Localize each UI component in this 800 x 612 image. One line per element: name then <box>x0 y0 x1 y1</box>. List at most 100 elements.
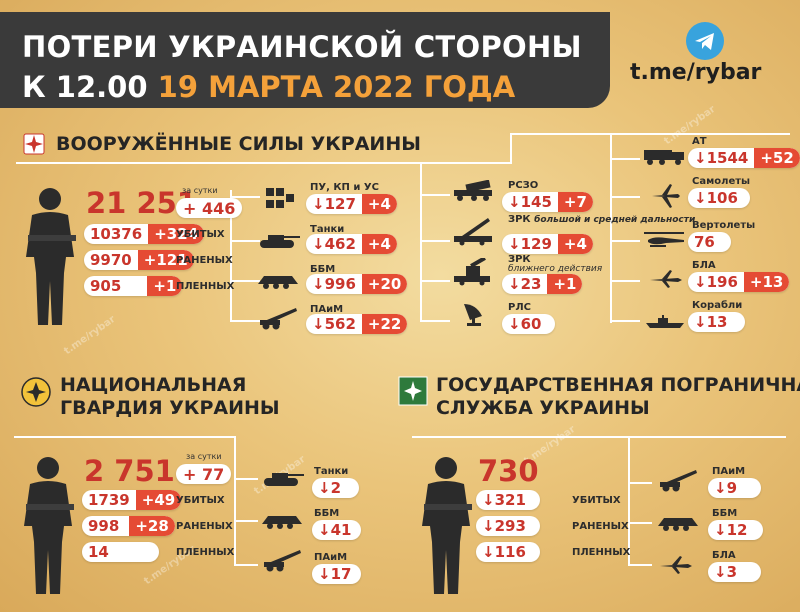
col2-label: ЗРК большой и средней дальности <box>508 214 696 225</box>
header-title: ПОТЕРИ УКРАИНСКОЙ СТОРОНЫ <box>22 30 582 64</box>
brand-link[interactable]: t.me/rybar <box>630 60 762 85</box>
gpsu-equip-pill: ↓3 <box>708 562 762 582</box>
col1-label: ПАиМ <box>310 304 344 315</box>
divider-line <box>234 564 258 566</box>
vsu-col3-pill: ↓196 +13 <box>688 272 790 292</box>
col1-label: ПУ, КП и УС <box>310 182 379 193</box>
col3-label: БЛА <box>692 260 716 271</box>
divider-line <box>412 436 786 438</box>
gpsu-equip-label: ПАиМ <box>712 466 746 477</box>
vsu-title: ВООРУЖЁННЫЕ СИЛЫ УКРАИНЫ <box>56 133 421 155</box>
divider-line <box>610 240 640 242</box>
ngu-equip-label: ББМ <box>314 508 340 519</box>
soldier-silhouette <box>414 454 476 594</box>
divider-line <box>510 133 512 164</box>
telegram-icon <box>686 22 724 60</box>
apc-icon <box>260 512 304 534</box>
vsu-emblem-icon <box>22 132 46 156</box>
vsu-col1-pill: ↓127 +4 <box>306 194 397 214</box>
gpsu-equip-pill: ↓12 <box>708 520 764 540</box>
divider-line <box>628 482 652 484</box>
col2-label: ЗРК <box>508 254 531 265</box>
captured-label: ПЛЕННЫХ <box>176 281 235 292</box>
divider-line <box>628 436 630 566</box>
divider-line <box>420 240 450 242</box>
ngu-equip-pill: ↓17 <box>312 564 362 584</box>
vsu-per-day: + 446 <box>176 198 243 218</box>
ngu-wounded-pill: 998 +28 <box>82 516 175 536</box>
wounded-label: РАНЕНЫХ <box>176 255 233 266</box>
ngu-equip-pill: ↓2 <box>312 478 360 498</box>
wounded-label: РАНЕНЫХ <box>176 521 233 532</box>
per-day-label: за сутки <box>186 452 222 461</box>
col2-label: РЛС <box>508 302 531 313</box>
divider-line <box>628 564 652 566</box>
vsu-wounded-pill: 9970 +121 <box>84 250 194 270</box>
divider-line <box>230 190 232 320</box>
vsu-col1-pill: ↓462 +4 <box>306 234 397 254</box>
col3-label: Вертолеты <box>692 220 756 231</box>
col3-label: Корабли <box>692 300 743 311</box>
vsu-col1-pill: ↓562 +22 <box>306 314 408 334</box>
tank-icon <box>256 232 300 254</box>
helicopter-icon <box>642 230 686 254</box>
soldier-silhouette <box>18 185 80 325</box>
captured-label: ПЛЕННЫХ <box>572 547 631 558</box>
vsu-col3-pill: ↓1544 +52 <box>688 148 800 168</box>
sam-short-icon <box>452 256 496 290</box>
artillery-icon <box>256 306 300 334</box>
tank-icon <box>260 470 304 492</box>
ngu-emblem-icon <box>20 376 52 408</box>
command-post-icon <box>262 186 296 214</box>
vsu-col3-pill: ↓13 <box>688 312 746 332</box>
ngu-per-day: + 77 <box>176 464 232 484</box>
divider-line <box>230 320 260 322</box>
divider-line <box>610 280 640 282</box>
gpsu-title: ГОСУДАРСТВЕННАЯ ПОГРАНИЧНАЯ СЛУЖБА УКРАИН… <box>436 374 800 419</box>
ngu-captured-pill: 14 <box>82 542 159 562</box>
gpsu-wounded-pill: ↓293 <box>476 516 540 536</box>
ngu-title: НАЦИОНАЛЬНАЯ ГВАРДИЯ УКРАИНЫ <box>60 374 280 419</box>
captured-label: ПЛЕННЫХ <box>176 547 235 558</box>
divider-line <box>420 162 422 322</box>
apc-icon <box>256 272 300 294</box>
divider-line <box>234 436 236 566</box>
gpsu-captured-pill: ↓116 <box>476 542 540 562</box>
divider-line <box>234 520 258 522</box>
watermark: t.me/rybar <box>662 103 718 148</box>
apc-icon <box>656 514 700 536</box>
header-banner: ПОТЕРИ УКРАИНСКОЙ СТОРОНЫ К 12.00 19 МАР… <box>0 12 610 108</box>
gpsu-killed-pill: ↓321 <box>476 490 540 510</box>
ngu-equip-pill: ↓41 <box>312 520 362 540</box>
ngu-equip-label: Танки <box>314 466 349 477</box>
vsu-col2-pill: ↓129 +4 <box>502 234 593 254</box>
col1-label: Танки <box>310 224 345 235</box>
col2-sublabel: ближнего действия <box>508 264 603 274</box>
radar-icon <box>460 298 488 330</box>
col1-label: ББМ <box>310 264 336 275</box>
gpsu-equip-pill: ↓9 <box>708 478 762 498</box>
divider-line <box>230 240 260 242</box>
divider-line <box>230 280 260 282</box>
divider-line <box>420 320 450 322</box>
soldier-silhouette <box>16 454 78 594</box>
jet-icon <box>650 182 682 214</box>
divider-line <box>420 194 450 196</box>
divider-line <box>14 436 234 438</box>
sam-long-icon <box>452 216 496 250</box>
gpsu-equip-label: ББМ <box>712 508 738 519</box>
vsu-captured-pill: 905 +1 <box>84 276 183 296</box>
ngu-total: 2 751 <box>84 454 175 488</box>
drone-icon <box>648 268 684 294</box>
divider-line <box>230 196 260 198</box>
vsu-col2-pill: ↓23 +1 <box>502 274 583 294</box>
divider-line <box>420 280 450 282</box>
divider-line <box>510 133 790 135</box>
divider-line <box>16 162 420 164</box>
col3-label: АТ <box>692 136 707 147</box>
per-day-label: за сутки <box>182 186 218 195</box>
ngu-killed-pill: 1739 +49 <box>82 490 182 510</box>
artillery-icon <box>260 548 304 576</box>
divider-line <box>610 196 640 198</box>
